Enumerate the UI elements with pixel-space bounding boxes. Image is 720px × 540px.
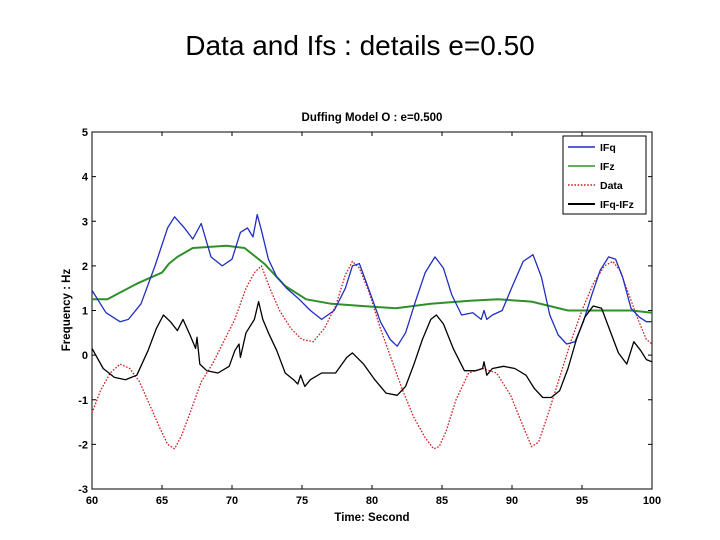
x-tick-label: 85 — [436, 495, 448, 507]
x-tick-label: 60 — [86, 495, 98, 507]
series-layer — [91, 213, 653, 450]
x-tick-label: 95 — [576, 495, 588, 507]
x-tick-label: 80 — [366, 495, 378, 507]
y-tick-label: 3 — [82, 216, 88, 228]
axis-ticks: 60 65 70 75 80 85 90 95 100 5 4 3 2 1 0 -1 -2 -3 — [78, 127, 661, 507]
x-tick-label: 100 — [643, 495, 661, 507]
y-tick-label: -1 — [78, 395, 88, 407]
legend-label: IFz — [600, 161, 615, 173]
series-line-ifq-ifz — [91, 300, 653, 399]
x-tick-label: 75 — [296, 495, 308, 507]
slide-title: Data and Ifs : details e=0.50 — [185, 30, 535, 61]
y-tick-label: -3 — [78, 484, 88, 496]
chart-title: Duffing Model O : e=0.500 — [302, 112, 443, 124]
series-line-ifq — [91, 213, 652, 347]
x-tick-label: 70 — [226, 495, 238, 507]
y-tick-label: 4 — [82, 172, 89, 184]
legend-label: Data — [600, 180, 623, 192]
y-tick-label: 5 — [82, 127, 88, 139]
y-tick-label: -2 — [78, 439, 88, 451]
series-line-ifz — [92, 244, 653, 314]
x-tick-label: 90 — [506, 495, 518, 507]
y-tick-label: 1 — [82, 306, 88, 318]
y-tick-label: 2 — [82, 261, 88, 273]
x-axis-label: Time: Second — [334, 512, 409, 524]
legend-box — [562, 135, 647, 215]
legend-label: IFq-IFz — [600, 199, 634, 211]
y-axis-label: Frequency : Hz — [61, 269, 73, 352]
x-tick-label: 65 — [156, 495, 168, 507]
y-tick-label: 0 — [82, 350, 88, 362]
legend: IFq IFz Data IFq-IFz — [562, 135, 647, 215]
plot-area — [91, 131, 653, 490]
legend-label: IFq — [600, 142, 616, 154]
